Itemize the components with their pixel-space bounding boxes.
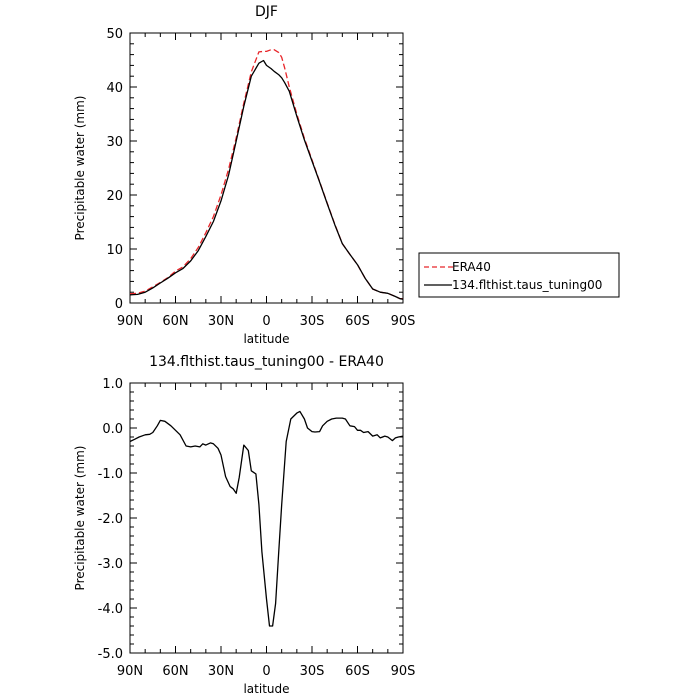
series-line-0-1: [129, 59, 404, 300]
x-tick-label: 90N: [117, 664, 143, 679]
y-tick-label: -4.0: [98, 602, 123, 617]
plot-frame: [129, 382, 404, 654]
y-tick-label: 20: [106, 189, 123, 204]
y-tick-label: 40: [106, 81, 123, 96]
x-tick-label: 60S: [345, 664, 370, 679]
x-tick-label: 30S: [300, 314, 325, 329]
x-tick-label: 0: [262, 664, 270, 679]
series-line-1-0: [129, 410, 404, 627]
x-tick-label: 60N: [162, 314, 188, 329]
y-tick-label: -2.0: [98, 512, 123, 527]
x-tick-label: 30S: [300, 664, 325, 679]
x-tick-label: 90S: [391, 314, 416, 329]
x-tick-label: 90S: [391, 664, 416, 679]
y-tick-label: 1.0: [102, 377, 123, 392]
x-tick-label: 90N: [117, 314, 143, 329]
x-tick-label: 60S: [345, 314, 370, 329]
y-axis-label: Precipitable water (mm): [73, 96, 87, 241]
chart-title: DJF: [255, 4, 278, 20]
top-panel-djf: 90N 60N 30N 0 30S 60S 90S 0 10 20 30 40 50 DJF latitud…: [73, 4, 415, 346]
plot-frame: [129, 32, 404, 304]
y-axis-label: Precipitable water (mm): [73, 446, 87, 591]
x-tick-label: 60N: [162, 664, 188, 679]
x-tick-label: 0: [262, 314, 270, 329]
legend-box: [418, 252, 620, 298]
x-axis-label: latitude: [243, 332, 289, 346]
legend-label-era40: ERA40: [452, 260, 491, 274]
y-tick-label: 30: [106, 135, 123, 150]
y-tick-label: 0.0: [102, 422, 123, 437]
y-tick-label: 0: [115, 297, 123, 312]
y-tick-label: -3.0: [98, 557, 123, 572]
bottom-panel-difference: 90N 60N 30N 0 30S 60S 90S 1.0 0.0 -1.0 -2.0 -3.0 -4.…: [73, 354, 415, 696]
x-tick-label: 30N: [208, 664, 234, 679]
legend: ERA40 134.flthist.taus_tuning00: [418, 252, 620, 298]
series-line-0-0: [129, 49, 403, 300]
y-tick-label: -1.0: [98, 467, 123, 482]
y-tick-label: -5.0: [98, 647, 123, 662]
legend-label-model: 134.flthist.taus_tuning00: [452, 278, 602, 292]
y-tick-label: 10: [106, 243, 123, 258]
chart-title: 134.flthist.taus_tuning00 - ERA40: [149, 354, 384, 370]
x-tick-label: 30N: [208, 314, 234, 329]
y-tick-label: 50: [106, 27, 123, 42]
x-axis-label: latitude: [243, 682, 289, 696]
